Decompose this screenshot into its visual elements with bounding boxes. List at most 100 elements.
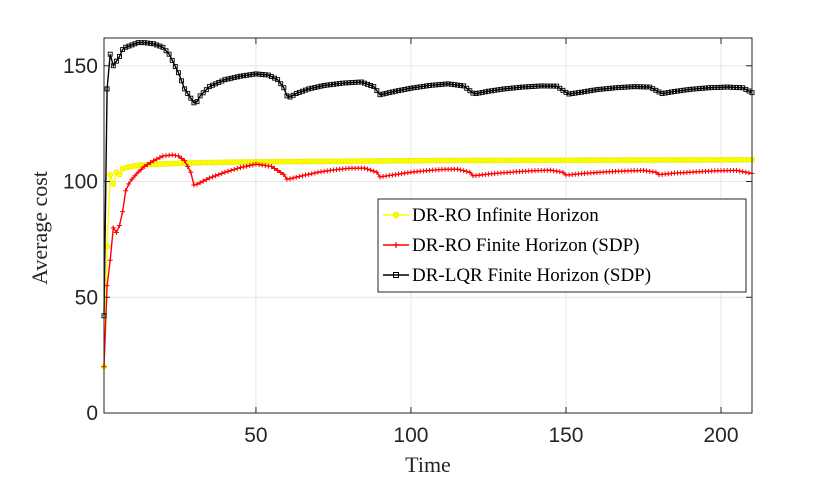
data-point bbox=[154, 42, 160, 48]
data-point bbox=[197, 180, 203, 186]
data-point bbox=[408, 85, 414, 91]
data-point bbox=[151, 158, 157, 164]
data-point bbox=[175, 153, 181, 159]
data-point bbox=[104, 283, 110, 289]
data-point bbox=[259, 72, 265, 77]
data-point bbox=[606, 85, 612, 91]
series-2 bbox=[101, 40, 755, 319]
data-point bbox=[377, 92, 383, 98]
data-point bbox=[349, 80, 355, 86]
data-point bbox=[498, 86, 504, 92]
data-point bbox=[157, 155, 163, 161]
data-point bbox=[278, 81, 284, 87]
series-1 bbox=[101, 152, 755, 370]
data-point bbox=[299, 88, 305, 94]
data-point bbox=[241, 73, 246, 79]
data-point bbox=[231, 166, 237, 172]
data-point bbox=[613, 85, 619, 91]
y-axis-title: Average cost bbox=[27, 171, 52, 285]
x-tick-label: 50 bbox=[244, 424, 267, 447]
data-point bbox=[234, 74, 240, 80]
data-point bbox=[709, 85, 715, 91]
data-point bbox=[405, 86, 411, 92]
data-point bbox=[309, 171, 315, 177]
data-point bbox=[501, 86, 507, 92]
data-point bbox=[427, 83, 433, 88]
data-point bbox=[231, 75, 237, 81]
data-point bbox=[225, 168, 231, 174]
data-point bbox=[216, 172, 222, 178]
data-point bbox=[730, 84, 736, 90]
data-point bbox=[129, 42, 135, 48]
data-point bbox=[380, 91, 386, 97]
data-point bbox=[538, 83, 544, 89]
data-point bbox=[206, 84, 212, 90]
data-point bbox=[182, 86, 188, 92]
data-point bbox=[665, 90, 671, 95]
data-point bbox=[715, 84, 721, 90]
data-point bbox=[126, 181, 132, 187]
data-point bbox=[476, 90, 482, 96]
data-point bbox=[631, 84, 637, 90]
legend-entry-dr-lqr-finite: DR-LQR Finite Horizon (SDP) bbox=[383, 265, 651, 286]
data-point bbox=[334, 81, 339, 87]
data-point bbox=[548, 83, 553, 89]
data-point bbox=[210, 82, 215, 88]
data-point bbox=[206, 175, 212, 181]
data-point bbox=[120, 209, 126, 215]
data-point bbox=[662, 90, 668, 96]
legend-box bbox=[377, 198, 747, 293]
data-point bbox=[693, 86, 699, 92]
data-point bbox=[610, 85, 615, 91]
data-point bbox=[132, 41, 138, 47]
data-point bbox=[371, 84, 377, 90]
data-point bbox=[194, 181, 200, 187]
data-point bbox=[678, 88, 684, 94]
series-layer bbox=[101, 40, 755, 370]
data-point bbox=[110, 180, 117, 187]
data-point bbox=[278, 170, 284, 176]
data-point bbox=[185, 91, 191, 97]
data-point bbox=[523, 84, 529, 90]
data-point bbox=[681, 87, 687, 93]
data-point bbox=[572, 90, 578, 96]
data-point bbox=[117, 54, 122, 59]
data-point bbox=[668, 89, 674, 95]
data-point bbox=[135, 40, 141, 46]
data-point bbox=[560, 169, 566, 175]
data-point bbox=[346, 80, 352, 86]
data-point bbox=[641, 84, 646, 90]
data-point bbox=[200, 178, 206, 184]
plot-area-frame bbox=[103, 37, 753, 414]
data-point bbox=[250, 162, 256, 168]
data-point bbox=[582, 89, 588, 95]
data-point bbox=[303, 87, 308, 93]
data-point bbox=[448, 81, 454, 87]
data-point bbox=[126, 43, 132, 49]
data-point bbox=[284, 93, 290, 99]
data-point bbox=[451, 82, 457, 88]
data-point bbox=[579, 89, 584, 95]
data-point bbox=[374, 169, 380, 175]
data-point bbox=[228, 75, 234, 81]
data-point bbox=[135, 169, 141, 175]
data-point bbox=[526, 84, 532, 90]
data-point bbox=[591, 87, 597, 93]
data-point bbox=[420, 83, 426, 89]
data-point bbox=[672, 89, 677, 94]
legend-marker-plus bbox=[393, 242, 399, 248]
data-point bbox=[188, 169, 194, 175]
data-point bbox=[414, 84, 420, 90]
data-point bbox=[684, 87, 690, 93]
data-point bbox=[721, 84, 727, 90]
data-point bbox=[104, 86, 110, 92]
data-point bbox=[659, 91, 665, 97]
data-point bbox=[151, 41, 157, 47]
data-point bbox=[365, 81, 370, 87]
data-point bbox=[486, 88, 491, 94]
data-point bbox=[219, 170, 225, 176]
legend-label-dr-ro-finite: DR-RO Finite Horizon (SDP) bbox=[412, 235, 639, 256]
data-point bbox=[219, 78, 225, 84]
data-point bbox=[737, 85, 743, 91]
data-point bbox=[160, 44, 166, 50]
